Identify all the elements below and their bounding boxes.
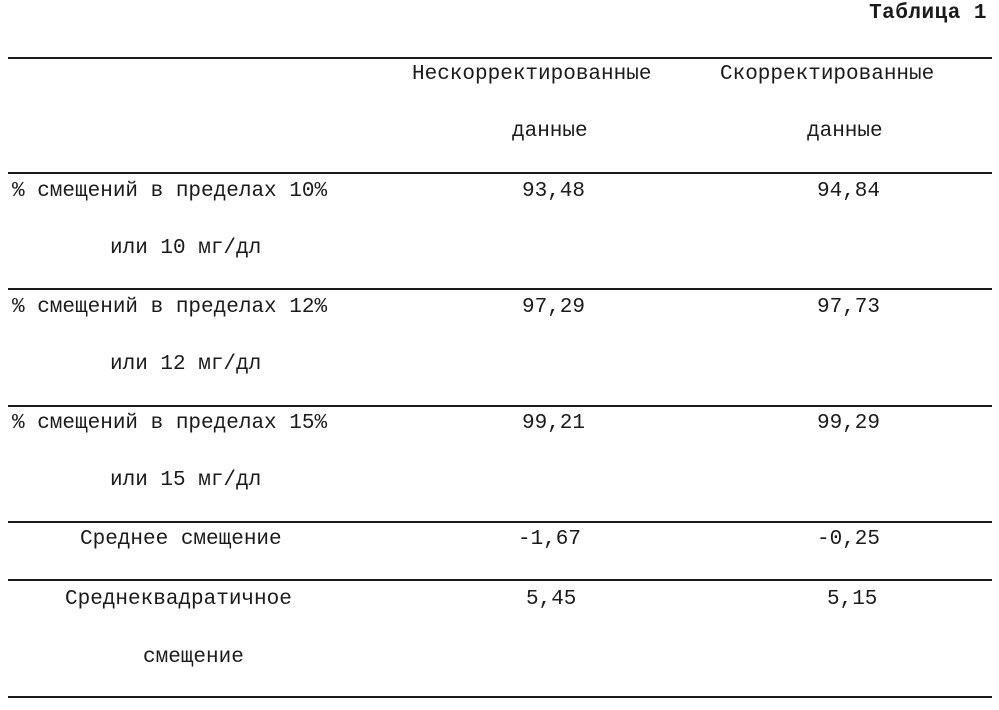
row-value-uncorrected: 97,29 [522, 296, 586, 319]
header-corrected-line-2: данные [807, 120, 883, 143]
row-value-uncorrected: 93,48 [522, 180, 586, 203]
row-value-uncorrected: 5,45 [526, 588, 577, 611]
table-caption: Таблица 1 [869, 2, 987, 25]
row-value-uncorrected: -1,67 [518, 528, 582, 551]
row-label-line-1: Среднее смещение [80, 528, 282, 551]
table-rule-header [8, 172, 992, 174]
row-value-corrected: 99,29 [817, 412, 881, 435]
header-uncorrected-line-2: данные [512, 120, 588, 143]
row-value-corrected: 94,84 [817, 180, 881, 203]
row-value-uncorrected: 99,21 [522, 412, 586, 435]
table-rule-row-3 [8, 521, 992, 523]
row-value-corrected: -0,25 [817, 528, 881, 551]
table-rule-row-2 [8, 405, 992, 407]
row-label-line-1: % смещений в пределах 15% [12, 412, 328, 435]
table-rule-row-1 [8, 288, 992, 290]
row-value-corrected: 97,73 [817, 296, 881, 319]
row-label-line-2: смещение [143, 646, 244, 669]
row-label-line-2: или 10 мг/дл [110, 237, 262, 260]
table-rule-top [8, 57, 992, 59]
table-rule-row-4 [8, 579, 992, 581]
row-label-line-2: или 12 мг/дл [110, 353, 262, 376]
header-uncorrected-line-1: Нескорректированные [412, 63, 652, 86]
header-corrected-line-1: Скорректированные [720, 63, 935, 86]
row-value-corrected: 5,15 [827, 588, 878, 611]
table-rule-bottom [8, 696, 992, 698]
row-label-line-1: % смещений в пределах 12% [12, 296, 328, 319]
row-label-line-1: % смещений в пределах 10% [12, 180, 328, 203]
row-label-line-1: Среднеквадратичное [65, 588, 292, 611]
row-label-line-2: или 15 мг/дл [110, 469, 262, 492]
